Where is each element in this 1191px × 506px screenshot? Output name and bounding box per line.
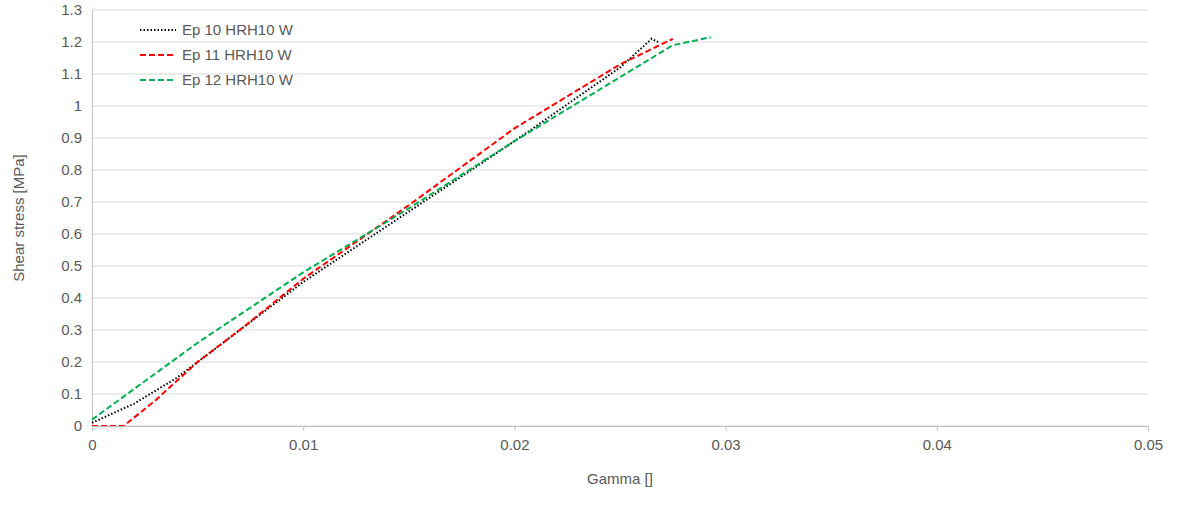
x-tick-mark bbox=[937, 426, 938, 431]
grid-line bbox=[92, 138, 1148, 139]
x-tick-mark bbox=[726, 426, 727, 431]
y-tick-label: 0.9 bbox=[61, 129, 82, 146]
x-tick-label: 0.02 bbox=[500, 436, 529, 453]
y-tick-label: 0 bbox=[74, 417, 82, 434]
y-tick-label: 1.3 bbox=[61, 1, 82, 18]
x-axis-line bbox=[93, 427, 1149, 432]
y-tick: 1.3 bbox=[61, 1, 92, 18]
y-axis-line bbox=[92, 11, 93, 427]
plot: 0 0.01 0.02 0.03 0.04 0.05 0 0.1 0.2 0.3 0.4 0.5 0.6… bbox=[61, 1, 1163, 452]
grid-line bbox=[92, 202, 1148, 203]
y-tick-label: 0.5 bbox=[61, 257, 82, 274]
y-tick-label: 0.1 bbox=[61, 385, 82, 402]
y-tick: 0 bbox=[74, 417, 92, 434]
y-tick-label: 0.6 bbox=[61, 225, 82, 242]
x-tick: 0.05 bbox=[1134, 426, 1163, 453]
grid-line bbox=[92, 330, 1148, 331]
legend: Ep 10 HRH10 W Ep 11 HRH10 W Ep 12 HRH10 W bbox=[140, 21, 294, 88]
x-tick: 0.02 bbox=[500, 426, 529, 453]
x-tick-label: 0.03 bbox=[711, 436, 740, 453]
y-tick-label: 0.2 bbox=[61, 353, 82, 370]
y-tick-label: 1.1 bbox=[61, 65, 82, 82]
y-tick: 0.2 bbox=[61, 353, 92, 370]
grid-line bbox=[92, 234, 1148, 235]
x-tick-mark bbox=[303, 426, 304, 431]
x-tick-label: 0 bbox=[88, 436, 96, 453]
legend-label: Ep 10 HRH10 W bbox=[182, 21, 294, 38]
y-tick: 0.1 bbox=[61, 385, 92, 402]
y-tick: 0.9 bbox=[61, 129, 92, 146]
legend-label: Ep 11 HRH10 W bbox=[182, 46, 293, 63]
y-tick: 0.5 bbox=[61, 257, 92, 274]
x-tick-mark bbox=[92, 426, 93, 431]
x-axis-title: Gamma [] bbox=[587, 470, 653, 487]
x-tick: 0 bbox=[88, 426, 96, 453]
grid-line bbox=[92, 42, 1148, 43]
legend-item: Ep 10 HRH10 W bbox=[140, 21, 294, 38]
grid-line bbox=[92, 106, 1148, 107]
legend-swatch bbox=[140, 54, 176, 56]
grid bbox=[92, 10, 1148, 426]
legend-label: Ep 12 HRH10 W bbox=[182, 71, 294, 88]
x-tick: 0.01 bbox=[289, 426, 318, 453]
y-tick: 0.3 bbox=[61, 321, 92, 338]
legend-swatch bbox=[140, 29, 176, 31]
x-tick-mark bbox=[1148, 426, 1149, 431]
legend-item: Ep 11 HRH10 W bbox=[140, 46, 293, 63]
grid-line bbox=[92, 266, 1148, 267]
lines bbox=[92, 37, 711, 426]
grid-line bbox=[92, 170, 1148, 171]
y-tick: 0.7 bbox=[61, 193, 92, 210]
x-tick-label: 0.01 bbox=[289, 436, 318, 453]
y-tick: 0.4 bbox=[61, 289, 92, 306]
grid-line bbox=[92, 298, 1148, 299]
y-tick-label: 0.4 bbox=[61, 289, 82, 306]
y-axis-title: Shear stress [MPa] bbox=[10, 154, 27, 282]
x-tick-label: 0.05 bbox=[1134, 436, 1163, 453]
chart: 0 0.01 0.02 0.03 0.04 0.05 0 0.1 0.2 0.3 0.4 0.5 0.6… bbox=[0, 0, 1191, 506]
y-tick-label: 1 bbox=[74, 97, 82, 114]
y-tick: 1 bbox=[74, 97, 92, 114]
grid-line bbox=[92, 362, 1148, 363]
grid-line bbox=[92, 10, 1148, 11]
y-tick: 1.1 bbox=[61, 65, 92, 82]
x-tick: 0.03 bbox=[711, 426, 740, 453]
grid-line bbox=[92, 394, 1148, 395]
y-tick-label: 0.7 bbox=[61, 193, 82, 210]
x-tick-mark bbox=[514, 426, 515, 431]
y-tick-label: 1.2 bbox=[61, 33, 82, 50]
series-line bbox=[92, 39, 658, 423]
legend-item: Ep 12 HRH10 W bbox=[140, 71, 294, 88]
legend-swatch bbox=[140, 79, 176, 81]
y-tick-label: 0.3 bbox=[61, 321, 82, 338]
y-tick-label: 0.8 bbox=[61, 161, 82, 178]
series-line bbox=[92, 37, 711, 419]
y-tick: 1.2 bbox=[61, 33, 92, 50]
x-tick-label: 0.04 bbox=[923, 436, 952, 453]
y-axis: 0 0.1 0.2 0.3 0.4 0.5 0.6 0.7 0.8 0.9 1 1.1 1.2 1.3 bbox=[61, 1, 92, 434]
x-axis: 0 0.01 0.02 0.03 0.04 0.05 bbox=[88, 426, 1163, 453]
x-tick: 0.04 bbox=[923, 426, 952, 453]
y-tick: 0.6 bbox=[61, 225, 92, 242]
y-tick: 0.8 bbox=[61, 161, 92, 178]
